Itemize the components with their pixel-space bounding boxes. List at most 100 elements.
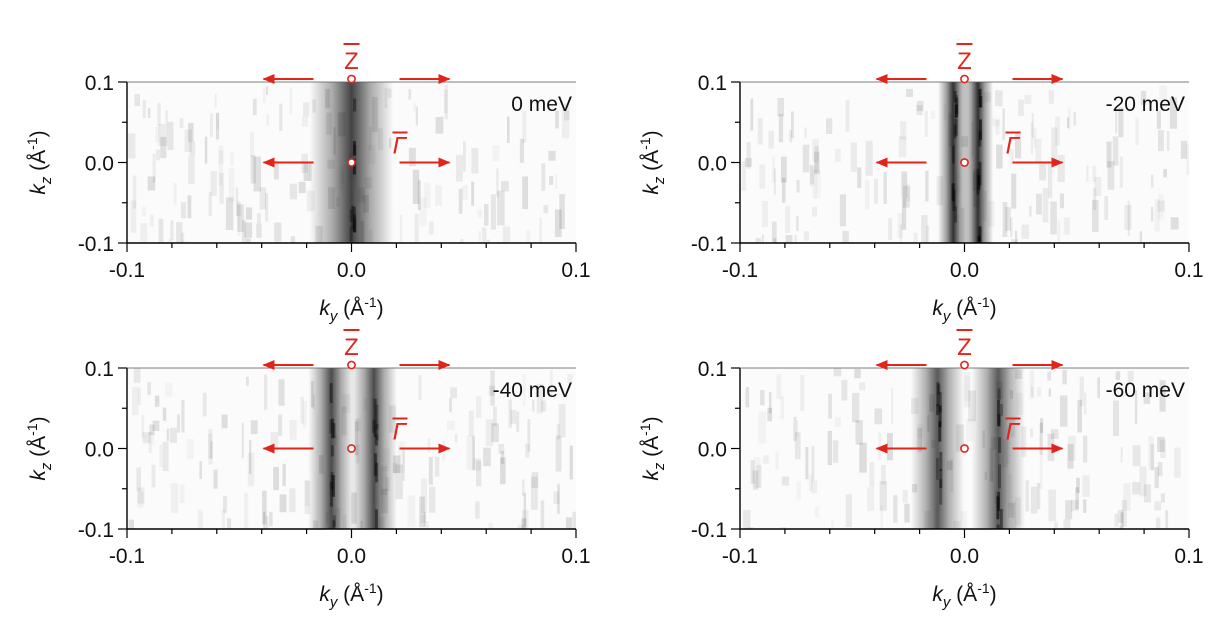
noise-streak — [468, 410, 474, 437]
x-tick-label: 0.1 — [561, 545, 590, 568]
noise-streak — [427, 438, 431, 453]
noise-streak — [555, 174, 557, 189]
noise-streak — [137, 491, 144, 508]
noise-streak — [179, 118, 184, 128]
noise-streak — [414, 213, 419, 243]
noise-streak — [796, 216, 799, 231]
z-point-marker — [347, 360, 356, 370]
band-core — [977, 175, 981, 190]
noise-streak — [157, 102, 161, 126]
noise-streak — [750, 460, 755, 484]
noise-streak — [1155, 517, 1161, 529]
band-core — [375, 462, 379, 483]
noise-streak — [759, 528, 764, 529]
noise-streak — [1143, 484, 1151, 503]
energy-annotation: 0 meV — [511, 93, 572, 116]
band-core — [997, 388, 1001, 400]
noise-streak — [180, 241, 188, 263]
noise-streak — [162, 441, 169, 472]
noise-streak — [516, 411, 520, 432]
noise-streak — [273, 467, 279, 491]
noise-streak — [134, 94, 140, 107]
band-core — [352, 158, 356, 175]
noise-streak — [803, 231, 809, 241]
noise-streak — [263, 511, 266, 529]
noise-streak — [852, 393, 860, 423]
noise-streak — [244, 222, 253, 238]
z-point-label: Z — [344, 48, 359, 75]
energy-annotation: -40 meV — [493, 379, 572, 402]
noise-streak — [1150, 206, 1154, 222]
noise-streak — [561, 103, 570, 139]
noise-streak — [746, 142, 751, 169]
noise-streak — [1154, 467, 1159, 489]
band-core — [979, 119, 982, 141]
band-core — [977, 235, 981, 243]
noise-streak — [755, 238, 761, 243]
noise-streak — [1117, 509, 1124, 523]
noise-streak — [1060, 395, 1068, 427]
noise-streak — [1030, 428, 1034, 438]
noise-streak — [460, 238, 464, 243]
noise-streak — [1067, 108, 1071, 130]
noise-streak — [1063, 518, 1071, 529]
noise-streak — [1159, 380, 1166, 412]
noise-streak — [1104, 196, 1109, 220]
noise-streak — [249, 440, 252, 475]
noise-streak — [1029, 370, 1035, 399]
noise-streak — [526, 230, 530, 263]
noise-streak — [154, 395, 160, 407]
noise-streak — [1048, 90, 1054, 104]
noise-streak — [1132, 482, 1141, 495]
noise-streak — [207, 433, 213, 459]
noise-streak — [244, 492, 249, 529]
noise-streak — [794, 234, 797, 243]
noise-streak — [767, 407, 773, 422]
noise-streak — [408, 89, 412, 100]
gamma-point-label: Γ — [393, 419, 408, 446]
noise-streak — [455, 154, 463, 182]
noise-streak — [188, 156, 195, 184]
noise-streak — [130, 200, 137, 233]
band-core — [953, 124, 957, 139]
noise-streak — [282, 463, 286, 487]
noise-streak — [418, 375, 422, 401]
noise-streak — [881, 465, 886, 485]
noise-streak — [522, 510, 529, 529]
noise-streak — [916, 101, 924, 111]
noise-streak — [289, 488, 296, 513]
noise-streak — [773, 168, 776, 195]
noise-streak — [558, 404, 566, 438]
noise-streak — [760, 390, 765, 406]
noise-streak — [166, 428, 169, 441]
noise-streak — [1036, 387, 1042, 397]
noise-streak — [525, 443, 530, 458]
noise-streak — [444, 89, 448, 114]
noise-streak — [429, 486, 436, 513]
noise-streak — [916, 105, 923, 116]
noise-streak — [1057, 154, 1065, 183]
noise-streak — [757, 117, 763, 145]
noise-streak — [502, 226, 511, 243]
band-core — [996, 496, 1000, 520]
noise-streak — [142, 207, 146, 217]
noise-streak — [419, 496, 425, 528]
noise-streak — [771, 221, 777, 243]
noise-streak — [168, 239, 172, 243]
gamma-point-label: Γ — [1006, 133, 1021, 160]
noise-streak — [1115, 371, 1121, 380]
noise-streak — [173, 182, 177, 205]
noise-streak — [492, 145, 499, 161]
noise-streak — [964, 372, 970, 408]
band-core — [978, 161, 982, 186]
y-axis-label: kz (Å-1) — [24, 416, 55, 480]
z-point-marker — [960, 74, 969, 84]
noise-streak — [241, 422, 244, 459]
noise-streak — [1071, 499, 1079, 512]
noise-streak — [270, 432, 279, 450]
noise-streak — [225, 197, 234, 230]
noise-streak — [471, 181, 475, 206]
noise-streak — [1031, 386, 1034, 397]
noise-streak — [1067, 117, 1070, 128]
band-core — [953, 90, 957, 103]
